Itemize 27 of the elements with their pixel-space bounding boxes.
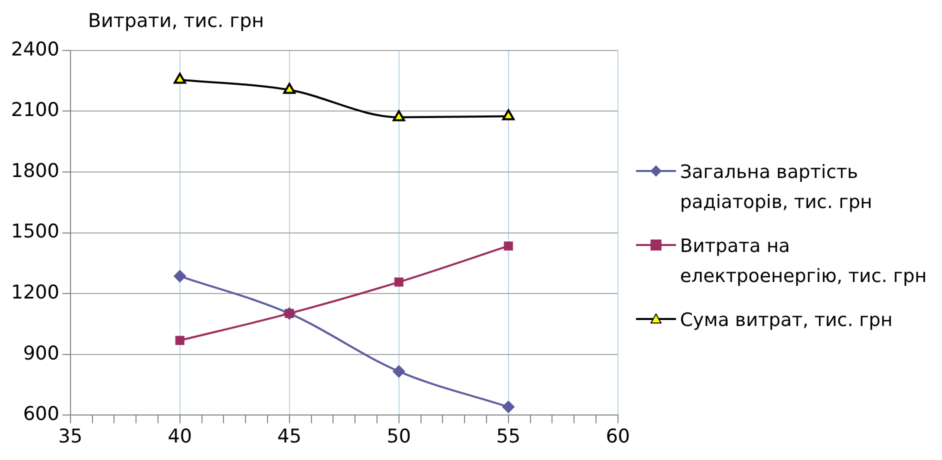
point	[502, 400, 514, 413]
y-tick-label: 1800	[10, 160, 60, 182]
point	[392, 110, 406, 122]
y-tick-label: 2100	[10, 99, 60, 122]
point	[394, 278, 404, 287]
y-tick-label: 2400	[10, 38, 60, 60]
y-tick-label: 1200	[10, 282, 60, 304]
y-tick-label: 600	[23, 403, 60, 426]
y-axis-title: Витрати, тис. грн	[88, 10, 264, 32]
y-tick-label: 1500	[10, 220, 60, 243]
point	[392, 365, 405, 378]
point	[175, 336, 184, 345]
x-tick-label: 45	[277, 426, 302, 448]
x-tick-label: 60	[606, 426, 630, 448]
point	[174, 270, 186, 282]
y-tick-label: 900	[23, 342, 60, 364]
x-tick-label: 55	[496, 426, 520, 448]
x-tick-label: 40	[168, 426, 192, 448]
x-tick-label: 50	[386, 426, 411, 448]
legend-label: Сума витрат, тис. грн	[680, 309, 893, 333]
x-tick-label: 35	[58, 426, 82, 448]
point	[283, 82, 296, 94]
point	[504, 241, 513, 251]
point	[502, 109, 515, 120]
legend-label: Витрата на електроенергію, тис. грн	[680, 235, 928, 289]
legend-label: Загальна вартість радіаторів, тис. грн	[680, 161, 874, 215]
point	[174, 72, 186, 84]
